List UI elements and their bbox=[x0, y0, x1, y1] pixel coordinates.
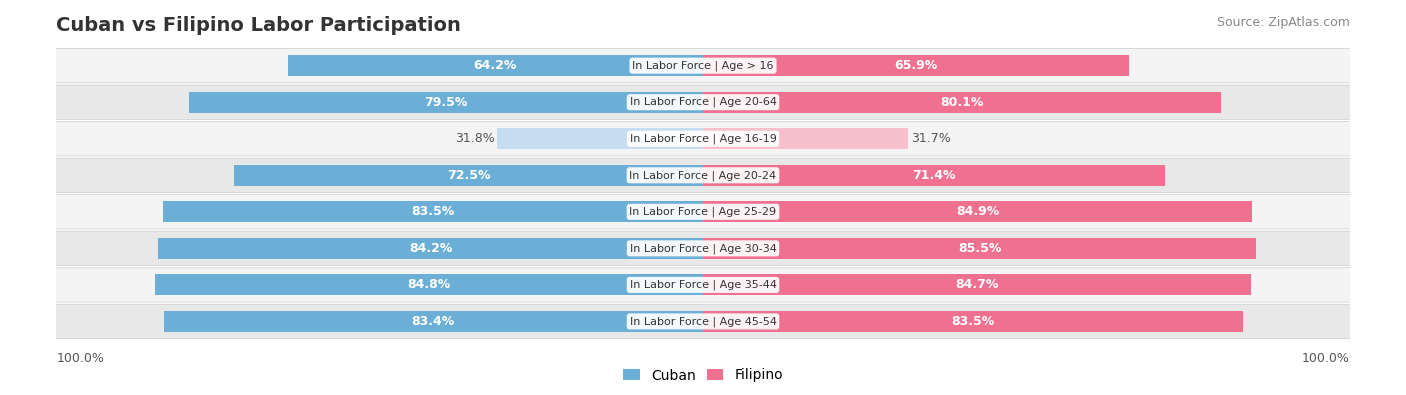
Text: Cuban vs Filipino Labor Participation: Cuban vs Filipino Labor Participation bbox=[56, 16, 461, 35]
Text: In Labor Force | Age 16-19: In Labor Force | Age 16-19 bbox=[630, 134, 776, 144]
Text: 31.8%: 31.8% bbox=[454, 132, 495, 145]
Text: 79.5%: 79.5% bbox=[425, 96, 468, 109]
Text: In Labor Force | Age 30-34: In Labor Force | Age 30-34 bbox=[630, 243, 776, 254]
Bar bbox=[159, 238, 703, 259]
Text: 71.4%: 71.4% bbox=[912, 169, 956, 182]
Bar bbox=[703, 238, 1256, 259]
Bar bbox=[703, 275, 1251, 295]
Text: In Labor Force | Age 20-24: In Labor Force | Age 20-24 bbox=[630, 170, 776, 181]
FancyBboxPatch shape bbox=[32, 158, 1374, 192]
FancyBboxPatch shape bbox=[32, 49, 1374, 83]
Bar bbox=[703, 311, 1243, 332]
FancyBboxPatch shape bbox=[32, 85, 1374, 119]
Text: 100.0%: 100.0% bbox=[1302, 352, 1350, 365]
Text: 85.5%: 85.5% bbox=[957, 242, 1001, 255]
Bar bbox=[188, 92, 703, 113]
Text: 64.2%: 64.2% bbox=[474, 59, 517, 72]
Text: 84.7%: 84.7% bbox=[955, 278, 998, 292]
FancyBboxPatch shape bbox=[32, 231, 1374, 265]
Text: 84.8%: 84.8% bbox=[408, 278, 450, 292]
Text: In Labor Force | Age 45-54: In Labor Force | Age 45-54 bbox=[630, 316, 776, 327]
Text: In Labor Force | Age 20-64: In Labor Force | Age 20-64 bbox=[630, 97, 776, 107]
Bar bbox=[498, 128, 703, 149]
Bar bbox=[288, 55, 703, 76]
Legend: Cuban, Filipino: Cuban, Filipino bbox=[617, 363, 789, 388]
Bar bbox=[703, 128, 908, 149]
Text: In Labor Force | Age > 16: In Labor Force | Age > 16 bbox=[633, 60, 773, 71]
Text: 83.5%: 83.5% bbox=[412, 205, 454, 218]
Bar bbox=[163, 311, 703, 332]
Text: 84.9%: 84.9% bbox=[956, 205, 1000, 218]
Bar bbox=[703, 55, 1129, 76]
Text: In Labor Force | Age 35-44: In Labor Force | Age 35-44 bbox=[630, 280, 776, 290]
Bar bbox=[233, 165, 703, 186]
Text: 65.9%: 65.9% bbox=[894, 59, 938, 72]
FancyBboxPatch shape bbox=[32, 304, 1374, 339]
Bar bbox=[703, 92, 1220, 113]
Text: In Labor Force | Age 25-29: In Labor Force | Age 25-29 bbox=[630, 207, 776, 217]
Bar bbox=[163, 201, 703, 222]
FancyBboxPatch shape bbox=[32, 268, 1374, 302]
FancyBboxPatch shape bbox=[32, 195, 1374, 229]
Text: 31.7%: 31.7% bbox=[911, 132, 950, 145]
Bar bbox=[703, 201, 1253, 222]
Bar bbox=[155, 275, 703, 295]
Text: 83.5%: 83.5% bbox=[952, 315, 994, 328]
FancyBboxPatch shape bbox=[32, 122, 1374, 156]
Text: 100.0%: 100.0% bbox=[56, 352, 104, 365]
Text: 72.5%: 72.5% bbox=[447, 169, 491, 182]
Text: 83.4%: 83.4% bbox=[412, 315, 456, 328]
Text: Source: ZipAtlas.com: Source: ZipAtlas.com bbox=[1216, 16, 1350, 29]
Text: 84.2%: 84.2% bbox=[409, 242, 453, 255]
Text: 80.1%: 80.1% bbox=[941, 96, 984, 109]
Bar bbox=[703, 165, 1164, 186]
